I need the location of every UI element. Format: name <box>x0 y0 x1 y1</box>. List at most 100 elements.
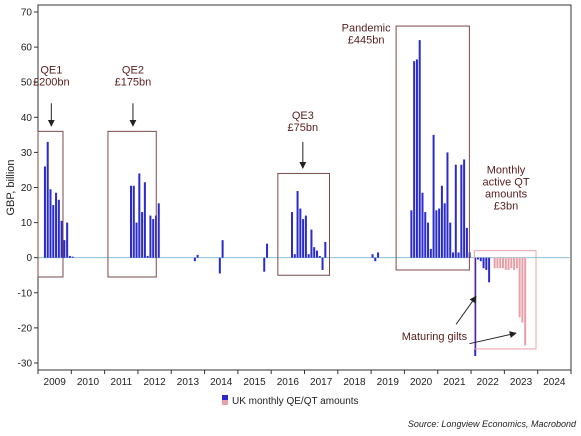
x-tick-label: 2017 <box>310 377 333 388</box>
y-tick-label: 70 <box>21 8 33 19</box>
bar-qe <box>482 257 485 269</box>
bar-qe <box>432 134 435 258</box>
bar-qe <box>49 189 52 258</box>
annotations: QE1 £200bn QE2 £175bn QE3 £75bn Pandemic £445bn… <box>33 22 530 345</box>
bar-qe <box>452 252 455 258</box>
bar-qt <box>521 257 524 323</box>
bar-qe <box>440 185 443 258</box>
bar-qe <box>132 185 135 258</box>
bar-qt <box>515 257 518 269</box>
bars <box>43 40 527 356</box>
y-tick-label: 0 <box>26 253 32 264</box>
y-tick-label: -10 <box>18 288 33 299</box>
bar-qe <box>138 173 141 258</box>
box-qe3 <box>277 172 330 276</box>
x-tick-label: 2020 <box>410 377 433 388</box>
x-axis: 2009 2010 2011 2012 2013 2014 2015 2016 2017 2018… <box>37 370 572 388</box>
bar-qt <box>496 257 499 269</box>
bar-qe <box>457 252 460 258</box>
y-tick-label: -30 <box>18 358 33 369</box>
bar-qt <box>493 257 496 269</box>
bar-qe <box>66 222 69 258</box>
bar-qe <box>193 257 196 262</box>
bar-qe <box>479 257 482 262</box>
y-tick-label: 40 <box>21 113 33 124</box>
bar-qe <box>415 59 418 258</box>
x-tick-label: 2013 <box>177 377 200 388</box>
bar-qe <box>427 222 430 258</box>
bar-qe <box>157 203 160 258</box>
bar-qe <box>313 247 316 258</box>
bar-qe <box>413 61 416 258</box>
annotation-pandemic: Pandemic £445bn <box>342 22 391 46</box>
bar-qe <box>438 208 441 258</box>
bar-qt <box>499 257 502 269</box>
bar-qe <box>196 254 199 258</box>
arrow-maturing-2022 <box>455 295 477 325</box>
bar-qe <box>63 240 66 258</box>
bar-qe <box>307 254 310 258</box>
x-tick-label: 2015 <box>243 377 266 388</box>
bar-qe <box>374 257 377 262</box>
bar-qe <box>485 257 488 270</box>
bar-qe <box>477 257 480 260</box>
bar-qe <box>446 152 449 258</box>
bar-qe <box>421 192 424 258</box>
bar-qe <box>60 220 63 258</box>
bar-qe <box>149 215 152 258</box>
x-tick-label: 2021 <box>443 377 466 388</box>
bar-qe <box>71 256 74 258</box>
x-tick-label: 2010 <box>77 377 100 388</box>
source-note: Source: Longview Economics, Macrobond <box>408 419 577 429</box>
bar-qt <box>518 257 521 318</box>
y-tick-label: -20 <box>18 323 33 334</box>
bar-qe <box>454 164 457 258</box>
bar-qt <box>524 257 527 346</box>
legend: UK monthly QE/QT amounts <box>222 395 359 407</box>
bar-qe <box>377 252 380 258</box>
bar-qe <box>488 257 491 283</box>
bar-qe <box>146 255 149 258</box>
y-tick-label: 50 <box>21 78 33 89</box>
bar-qe <box>221 240 224 258</box>
x-tick-label: 2012 <box>143 377 166 388</box>
bar-qe <box>460 164 463 258</box>
x-tick-label: 2011 <box>111 377 133 388</box>
bar-qe <box>435 210 438 258</box>
annotation-maturing: Maturing gilts <box>402 331 468 343</box>
bar-qe <box>429 248 432 258</box>
bar-qt <box>501 257 504 269</box>
x-tick-label: 2024 <box>543 377 566 388</box>
annotation-qt: Monthly active QT amounts £3bn <box>483 164 530 212</box>
bar-qt <box>513 257 516 270</box>
bar-qe <box>46 141 49 258</box>
y-tick-label: 30 <box>21 148 33 159</box>
bar-qe <box>129 185 132 258</box>
y-tick-label: 60 <box>21 43 33 54</box>
bar-qe <box>315 250 318 258</box>
arrow-maturing-2023 <box>469 331 517 345</box>
bar-qe <box>302 219 305 258</box>
bar-qe <box>443 203 446 258</box>
bar-qe <box>152 219 155 258</box>
annotation-qe2: QE2 £175bn <box>115 64 152 88</box>
y-tick-label: 10 <box>21 218 33 229</box>
y-axis: -30 -20 -10 0 10 20 30 40 50 60 70 <box>18 8 38 369</box>
box-qe1 <box>37 130 64 278</box>
x-tick-label: 2023 <box>510 377 533 388</box>
x-tick-label: 2016 <box>277 377 300 388</box>
bar-qe <box>418 40 421 258</box>
bar-qe <box>141 212 144 258</box>
bar-qe <box>449 222 452 258</box>
bar-qe <box>424 212 427 258</box>
bar-qe <box>68 255 71 258</box>
legend-swatch-qe <box>222 395 228 400</box>
bar-qe <box>310 229 313 258</box>
box-pandemic <box>395 25 470 271</box>
y-axis-label: GBP, billion <box>5 159 17 215</box>
box-qe2 <box>107 130 157 278</box>
x-tick-label: 2019 <box>377 377 400 388</box>
bar-qe <box>296 191 299 258</box>
bar-qe <box>299 208 302 258</box>
bar-qe <box>52 205 55 258</box>
